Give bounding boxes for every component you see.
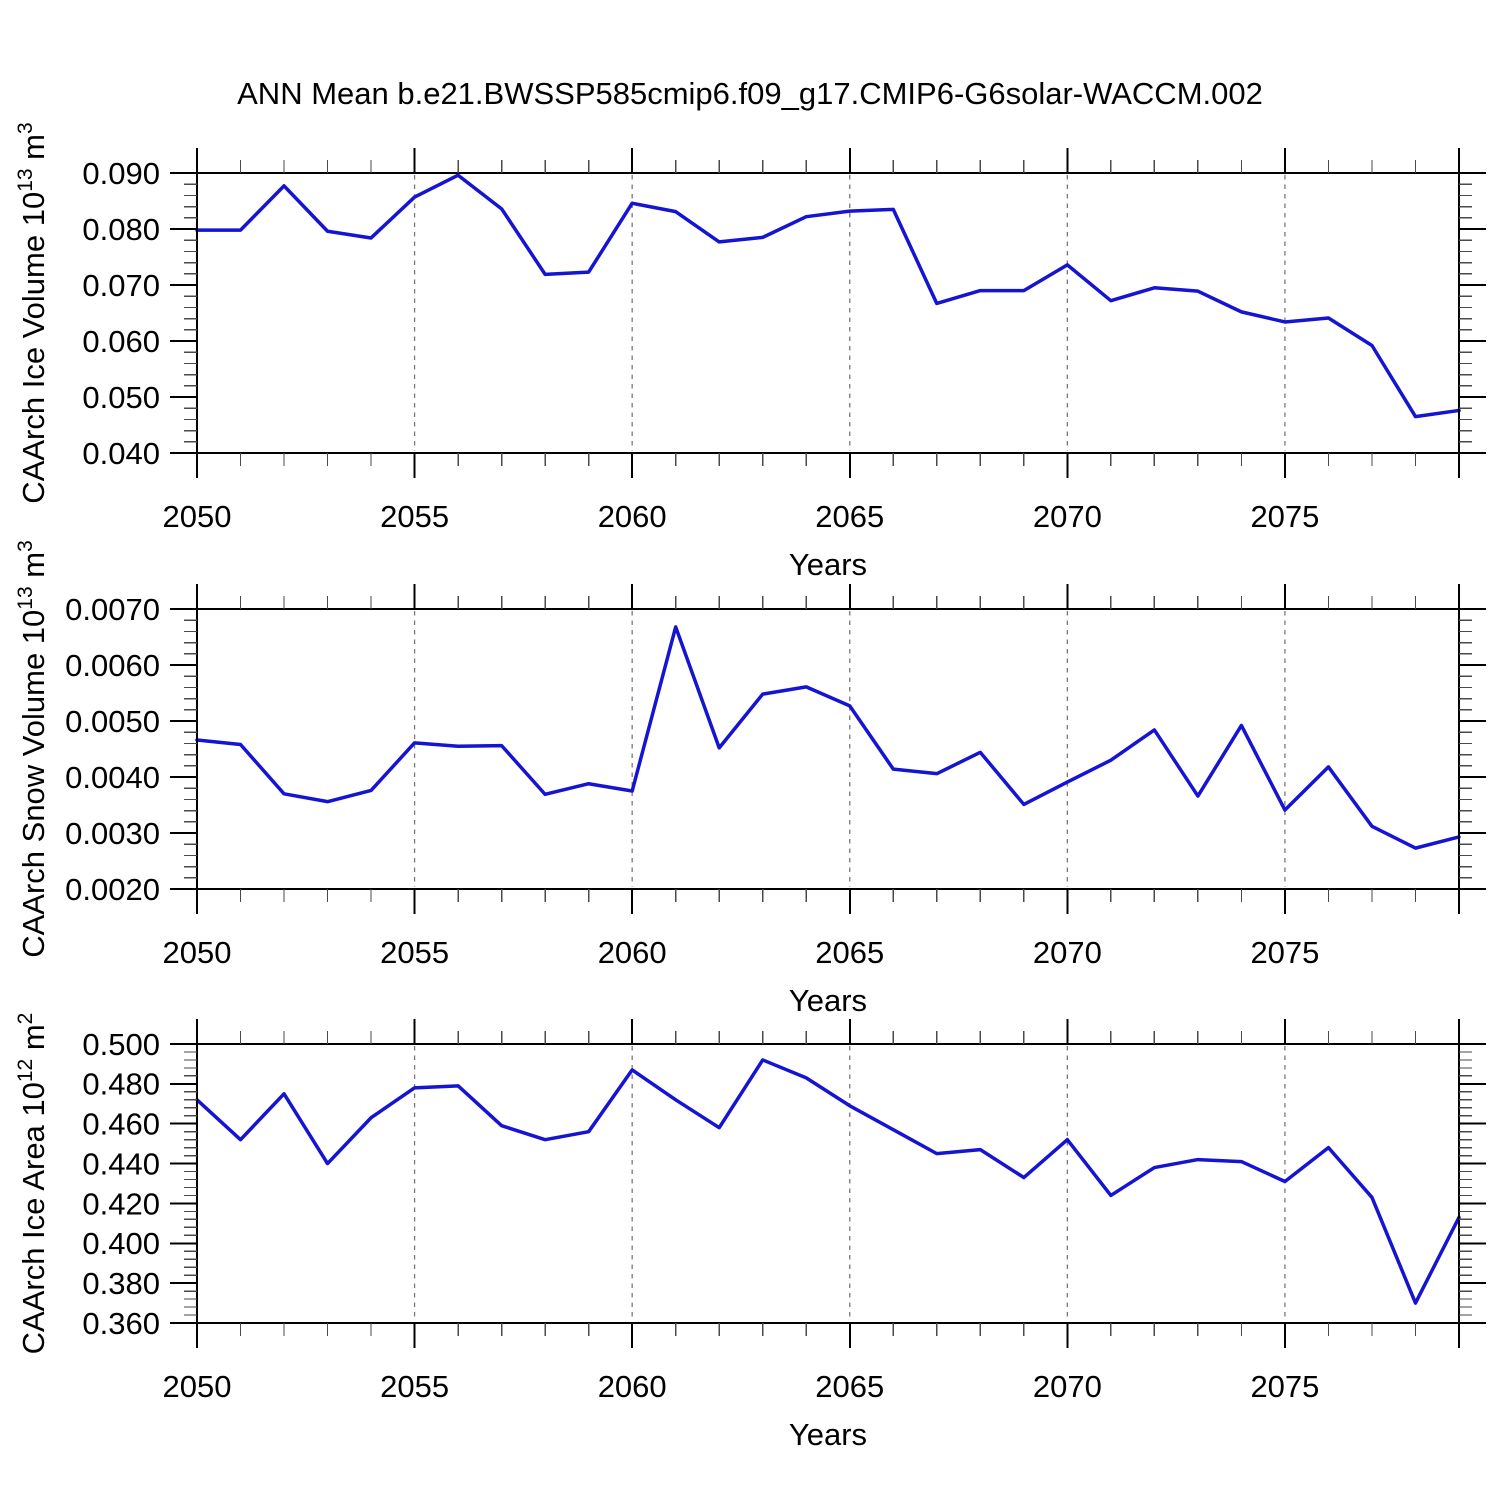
x-tick-label: 2070	[1033, 1369, 1102, 1404]
y-tick-label: 0.080	[82, 212, 160, 247]
y-tick-label: 0.420	[82, 1186, 160, 1221]
x-axis-ticks	[196, 148, 1460, 478]
y-tick-label: 0.0040	[65, 760, 160, 795]
y-tick-labels: 0.0020 0.0030 0.0040 0.0050 0.0060 0.0070	[65, 592, 160, 907]
x-tick-label: 2055	[380, 1369, 449, 1404]
y-axis-title: CAArch Snow Volume 1013 m3	[14, 540, 51, 958]
y-tick-label: 0.360	[82, 1306, 160, 1341]
y-tick-label: 0.070	[82, 268, 160, 303]
y-axis-ticks	[170, 172, 1486, 454]
y-tick-label: 0.090	[82, 156, 160, 191]
x-tick-label: 2065	[815, 499, 884, 534]
x-tick-label: 2050	[163, 935, 232, 970]
x-tick-labels: 2050 2055 2060 2065 2070 2075	[163, 935, 1320, 970]
x-axis-ticks	[196, 1019, 1460, 1348]
y-tick-label: 0.060	[82, 324, 160, 359]
x-tick-label: 2075	[1250, 1369, 1319, 1404]
x-tick-label: 2075	[1250, 935, 1319, 970]
plot-frame	[196, 1043, 1460, 1324]
panel-ice-area: 0.360 0.380 0.400 0.420 0.440 0.460 0.480 0.500…	[14, 1013, 1486, 1452]
y-tick-label: 0.0060	[65, 648, 160, 683]
x-tick-label: 2060	[598, 1369, 667, 1404]
y-axis-ticks	[170, 608, 1486, 890]
x-axis-title: Years	[789, 983, 867, 1018]
y-tick-label: 0.460	[82, 1107, 160, 1142]
x-axis-ticks	[196, 584, 1460, 914]
x-tick-label: 2060	[598, 935, 667, 970]
x-tick-label: 2070	[1033, 935, 1102, 970]
y-axis-title: CAArch Ice Area 1012 m2	[14, 1013, 51, 1355]
y-tick-label: 0.380	[82, 1266, 160, 1301]
x-tick-label: 2050	[163, 499, 232, 534]
y-tick-label: 0.0020	[65, 872, 160, 907]
y-tick-label: 0.040	[82, 436, 160, 471]
y-tick-label: 0.050	[82, 380, 160, 415]
y-tick-labels: 0.360 0.380 0.400 0.420 0.440 0.460 0.480 0.500	[82, 1027, 160, 1341]
y-tick-label: 0.500	[82, 1027, 160, 1062]
y-tick-label: 0.400	[82, 1226, 160, 1261]
x-tick-label: 2065	[815, 1369, 884, 1404]
y-tick-label: 0.0030	[65, 816, 160, 851]
y-tick-label: 0.0050	[65, 704, 160, 739]
data-line-snow-volume	[195, 625, 1461, 850]
x-tick-label: 2055	[380, 499, 449, 534]
x-tick-label: 2055	[380, 935, 449, 970]
data-line-ice-volume	[195, 173, 1461, 419]
x-tick-labels: 2050 2055 2060 2065 2070 2075	[163, 499, 1320, 534]
data-line-ice-area	[195, 1058, 1461, 1305]
x-axis-title: Years	[789, 1417, 867, 1452]
gridlines	[413, 175, 1286, 451]
plot-frame	[196, 608, 1460, 890]
x-tick-label: 2060	[598, 499, 667, 534]
x-tick-label: 2075	[1250, 499, 1319, 534]
figure-title: ANN Mean b.e21.BWSSP585cmip6.f09_g17.CMI…	[237, 76, 1263, 111]
gridlines	[413, 611, 1286, 887]
y-axis-title: CAArch Ice Volume 1013 m3	[14, 122, 51, 503]
x-axis-title: Years	[789, 547, 867, 582]
plot-frame	[196, 172, 1460, 454]
y-tick-label: 0.480	[82, 1067, 160, 1102]
y-axis-ticks	[170, 1043, 1486, 1324]
panel-snow-volume: 0.0020 0.0030 0.0040 0.0050 0.0060 0.0070 2050…	[14, 540, 1486, 1018]
x-tick-labels: 2050 2055 2060 2065 2070 2075	[163, 1369, 1320, 1404]
y-tick-label: 0.0070	[65, 592, 160, 627]
y-tick-labels: 0.040 0.050 0.060 0.070 0.080 0.090	[82, 156, 160, 471]
y-tick-label: 0.440	[82, 1146, 160, 1181]
gridlines	[413, 1046, 1286, 1321]
x-tick-label: 2050	[163, 1369, 232, 1404]
x-tick-label: 2070	[1033, 499, 1102, 534]
x-tick-label: 2065	[815, 935, 884, 970]
